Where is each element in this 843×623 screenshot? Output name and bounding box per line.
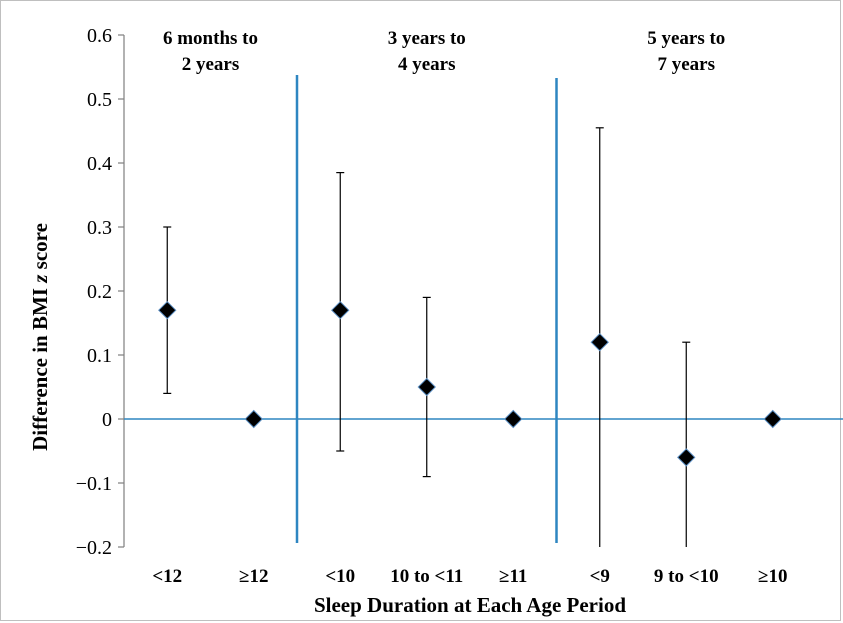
category-label: <9 bbox=[590, 566, 610, 587]
y-axis: −0.2 −0.1 0 0.1 0.2 0.3 0.4 0.5 0.6 bbox=[76, 25, 125, 559]
category-label: ≥10 bbox=[758, 566, 787, 587]
period-label-line1: 5 years to bbox=[647, 28, 725, 49]
category-label: ≥11 bbox=[499, 566, 527, 587]
data-point bbox=[677, 448, 696, 467]
category-label: 9 to <10 bbox=[654, 566, 719, 587]
data-point bbox=[590, 332, 609, 352]
data-point bbox=[504, 409, 523, 429]
category-labels: <12 ≥12 <10 10 to <11 ≥11 <9 9 to <10 ≥10 bbox=[152, 566, 787, 587]
error-bars bbox=[163, 127, 691, 547]
x-axis-title: Sleep Duration at Each Age Period bbox=[314, 593, 626, 617]
data-point bbox=[763, 409, 782, 429]
data-point bbox=[331, 300, 350, 320]
data-points bbox=[158, 300, 782, 467]
y-tick-label: −0.1 bbox=[76, 473, 112, 495]
category-label: ≥12 bbox=[239, 566, 268, 587]
period-labels: 6 months to 2 years 3 years to 4 years 5 yea… bbox=[163, 28, 725, 75]
period-label-line2: 7 years bbox=[657, 54, 715, 75]
y-tick-label: 0.1 bbox=[87, 345, 112, 367]
category-label: 10 to <11 bbox=[390, 566, 463, 587]
data-point bbox=[158, 300, 177, 320]
y-tick-label: 0.6 bbox=[87, 25, 112, 47]
y-axis-title: Difference in BMI z score bbox=[28, 223, 52, 451]
y-tick-label: 0.4 bbox=[87, 153, 112, 175]
y-tick-label: 0.3 bbox=[87, 217, 112, 239]
period-separators bbox=[295, 75, 558, 543]
y-axis-title-prefix: Difference in BMI bbox=[28, 283, 52, 451]
period-label-line2: 4 years bbox=[398, 54, 456, 75]
data-point bbox=[417, 377, 436, 397]
y-axis-title-italic: z bbox=[28, 274, 52, 284]
period-label-line1: 3 years to bbox=[388, 28, 466, 49]
category-label: <10 bbox=[325, 566, 355, 587]
data-point bbox=[244, 409, 263, 429]
y-tick-label: 0.2 bbox=[87, 281, 112, 303]
y-tick-label: −0.2 bbox=[76, 537, 112, 559]
category-label: <12 bbox=[152, 566, 182, 587]
period-label-line1: 6 months to bbox=[163, 28, 258, 49]
period-label-line2: 2 years bbox=[182, 54, 240, 75]
y-tick-label: 0 bbox=[102, 409, 112, 431]
y-axis-title-suffix: score bbox=[28, 223, 52, 275]
y-tick-label: 0.5 bbox=[87, 89, 112, 111]
